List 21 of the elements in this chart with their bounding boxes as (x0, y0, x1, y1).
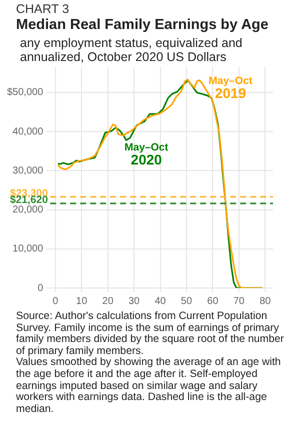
x-tick-label: 80 (260, 296, 272, 307)
x-tick-label: 60 (207, 296, 219, 307)
text: Source: Author's calculations from Current Population Survey. Family income is the sum of earnings of primary family members divided by the square root of the number of primary family members. Values smoothed by showing the average of an age with the age before it and the age after it. Self-employed earnings imputed based on similar wage and salary workers with earnings data. Dashed line is the all-age median. (16, 310, 284, 415)
x-tick-label: 50 (180, 296, 192, 307)
series-label: May–Oct 2020 (124, 141, 169, 168)
x-tick-label: 10 (76, 296, 88, 307)
x-tick-label: 40 (154, 296, 166, 307)
x-tick-label: 30 (128, 296, 140, 307)
chart-title: Median Real Family Earnings by Age (16, 17, 268, 33)
x-tick-label: 70 (233, 296, 245, 307)
y-tick-label: 10,000 (12, 244, 44, 255)
caption: CHART 3 (16, 2, 70, 16)
y-tick-label: $50,000 (6, 87, 44, 98)
series-label: May–Oct 2019 (208, 74, 253, 101)
y-tick-label: 20,000 (12, 204, 44, 216)
y-tick-label: 30,000 (12, 165, 44, 176)
y-tick-label: 40,000 (12, 126, 44, 138)
chart-subtitle: any employment status, equivalized and annualized, October 2020 US Dollars (20, 36, 244, 64)
y-tick-label: 0 (38, 282, 44, 294)
x-tick-label: 0 (52, 296, 59, 307)
x-tick-label: 20 (102, 296, 114, 307)
